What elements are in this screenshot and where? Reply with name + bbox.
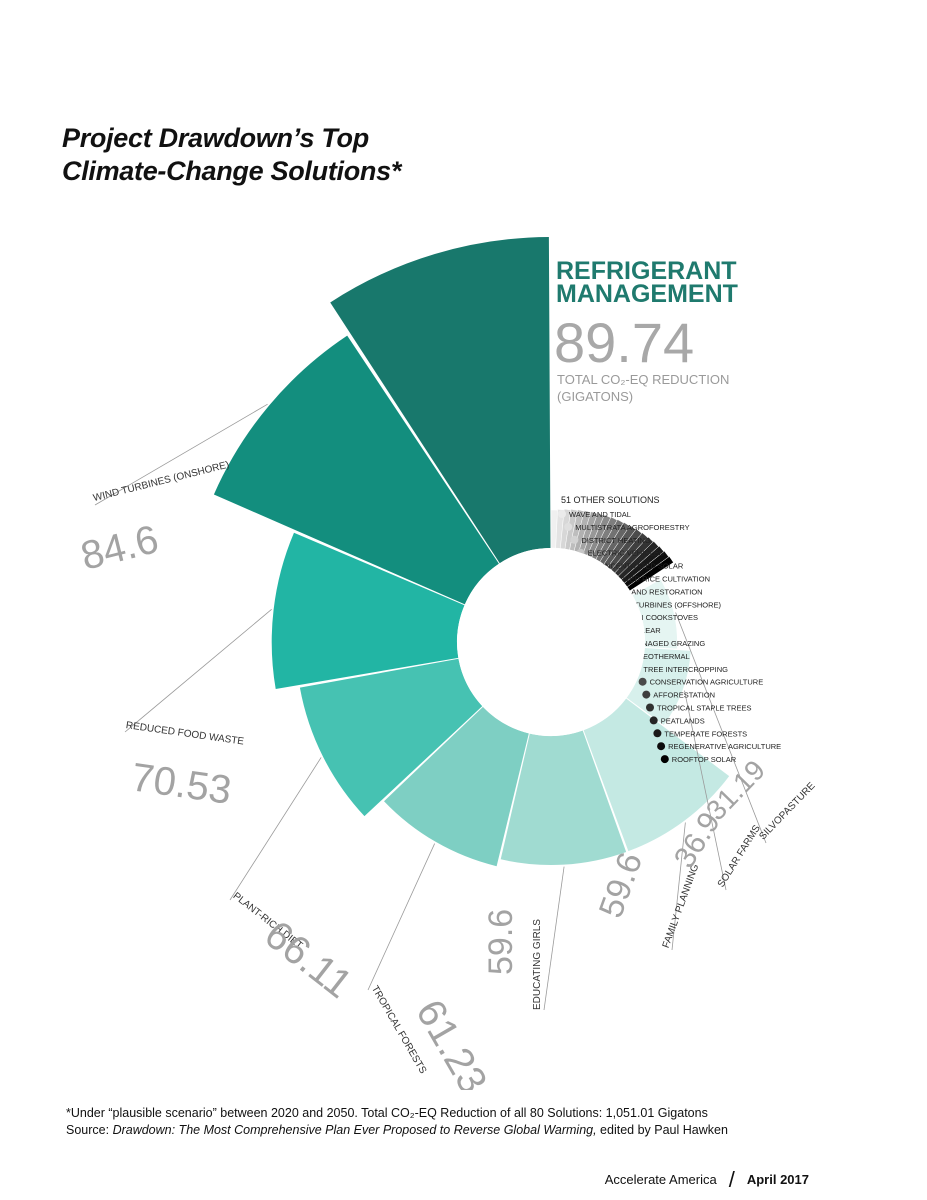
other-dot-temperate-forests (653, 729, 662, 738)
highlight-name-line-1: REFRIGERANT (556, 257, 737, 285)
wedge-tropical-forests (384, 706, 529, 867)
wedge-silvopasture (632, 579, 678, 649)
other-dot-peatlands (649, 716, 658, 725)
chart-title-line-2: Climate-Change Solutions* (62, 156, 402, 186)
other-label-tree-intercropping: TREE INTERCROPPING (643, 665, 728, 674)
chart-center-hole (457, 548, 645, 736)
label-name-educating-girls: EDUCATING GIRLS (532, 919, 543, 1010)
other-label-regenerative-agriculture: REGENERATIVE AGRICULTURE (668, 742, 781, 751)
page-footer: Accelerate America / April 2017 (604, 1164, 809, 1192)
leader-line-educating-girls (543, 866, 565, 1011)
chart-title: Project Drawdown’s Top Climate-Change So… (62, 122, 401, 188)
wedge-plant-rich-diet (299, 658, 483, 817)
other-solutions-heading: 51 OTHER SOLUTIONS (561, 495, 660, 505)
other-label-wave-and-tidal: WAVE AND TIDAL (569, 510, 631, 519)
leader-line-solar-farms (684, 690, 727, 891)
other-label-managed-grazing: MANAGED GRAZING (631, 639, 705, 648)
label-name-family-planning: FAMILY PLANNING (661, 862, 702, 949)
label-value-wind-turbines-onshore: 84.6 (77, 517, 163, 579)
highlight-value: 89.74 (554, 311, 694, 374)
publication-date: April 2017 (746, 1172, 809, 1187)
other-label-clean-cookstoves: CLEAN COOKSTOVES (619, 613, 698, 622)
wedge-wind-turbines-onshore (213, 335, 499, 605)
highlight-unit-line-1: TOTAL CO₂-EQ REDUCTION (557, 372, 729, 387)
other-label-farmland-restoration: FARMLAND RESTORATION (606, 587, 702, 596)
chart-title-line-1: Project Drawdown’s Top (62, 123, 369, 153)
top-solution-wedges (213, 237, 730, 867)
other-dot-district-heating (570, 535, 579, 544)
label-value-educating-girls: 59.6 (482, 909, 520, 975)
other-label-multistrata-agroforestry: MULTISTRATA AGROFORESTRY (575, 523, 689, 532)
footnote: *Under “plausible scenario” between 2020… (66, 1105, 728, 1139)
other-dot-rooftop-solar (660, 755, 669, 764)
source-suffix: edited by Paul Hawken (596, 1123, 728, 1137)
leader-line-plant-rich-diet (229, 757, 322, 901)
leader-line-family-planning (671, 822, 686, 951)
other-label-geothermal: GEOTHERMAL (637, 652, 690, 661)
footnote-scenario: *Under “plausible scenario” between 2020… (66, 1106, 708, 1120)
wedge-educating-girls (500, 730, 627, 866)
leader-line-reduced-food-waste (124, 609, 272, 733)
other-dot-multistrata-agroforestry (564, 522, 573, 531)
footer-divider: / (728, 1167, 735, 1192)
label-name-solar-farms: SOLAR FARMS (716, 823, 763, 889)
other-label-improved-rice-cultivation: IMPROVED RICE CULTIVATION (600, 575, 710, 584)
other-label-tropical-staple-trees: TROPICAL STAPLE TREES (657, 704, 751, 713)
other-label-district-heating: DISTRICT HEATING (581, 536, 650, 545)
other-label-peatlands: PEATLANDS (661, 716, 705, 725)
other-dot-wave-and-tidal (558, 510, 566, 518)
label-value-tropical-forests: 61.23 (407, 993, 495, 1091)
other-label-afforestation: AFFORESTATION (653, 691, 715, 700)
source-prefix: Source: (66, 1123, 113, 1137)
other-label-electric-vehicles: ELECTRIC VEHICLES (588, 549, 664, 558)
publication-name: Accelerate America (604, 1172, 717, 1187)
leader-line-wind-turbines-onshore (94, 403, 268, 506)
label-value-reduced-food-waste: 70.53 (129, 755, 234, 813)
wedge-reduced-food-waste (271, 532, 465, 690)
wedge-family-planning (583, 698, 730, 852)
highlight-callout: REFRIGERANT MANAGEMENT 89.74 TOTAL CO₂-E… (554, 257, 738, 404)
label-value-plant-rich-diet: 66.11 (256, 912, 360, 1006)
other-dot-afforestation (642, 690, 651, 699)
other-label-temperate-forests: TEMPERATE FORESTS (664, 729, 747, 738)
footnote-source: Source: Drawdown: The Most Comprehensive… (66, 1122, 728, 1139)
leader-line-silvopasture (675, 612, 767, 844)
other-label-wind-turbines-offshore: WIND TURBINES (OFFSHORE) (612, 600, 721, 609)
other-dot-conservation-agriculture (638, 677, 647, 686)
highlight-name-line-2: MANAGEMENT (556, 280, 738, 308)
other-dot-tropical-staple-trees (646, 703, 654, 712)
wedge-refrigerant-management (330, 237, 551, 564)
source-title: Drawdown: The Most Comprehensive Plan Ev… (112, 1123, 597, 1137)
leader-line-tropical-forests (367, 843, 436, 991)
other-label-concentrated-solar: CONCENTRATED SOLAR (594, 562, 684, 571)
other-dot-regenerative-agriculture (657, 742, 666, 751)
wedge-solar-farms (626, 647, 691, 726)
label-name-silvopasture: SILVOPASTURE (757, 780, 817, 842)
label-name-reduced-food-waste: REDUCED FOOD WASTE (125, 720, 245, 748)
other-label-rooftop-solar: ROOFTOP SOLAR (672, 755, 737, 764)
other-label-conservation-agriculture: CONSERVATION AGRICULTURE (650, 678, 764, 687)
highlight-unit-line-2: (GIGATONS) (557, 389, 633, 404)
